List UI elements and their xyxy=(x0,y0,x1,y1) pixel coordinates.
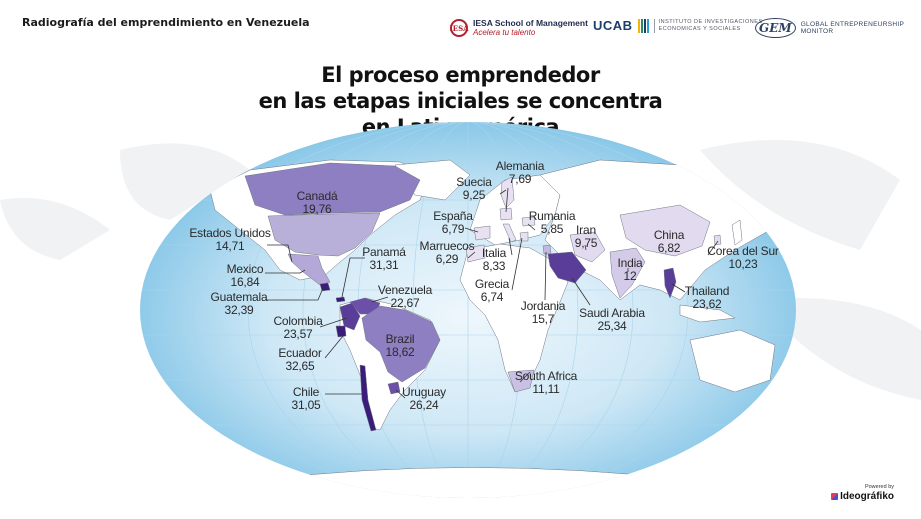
label-ecuador: Ecuador 32,65 xyxy=(278,346,322,373)
leader-mexico xyxy=(265,269,306,274)
powered-by: Powered by xyxy=(864,484,894,490)
iesa-logo: IESA IESA School of Management Acelera t… xyxy=(449,18,588,38)
country-germany xyxy=(499,207,513,221)
label-china: China 6,82 xyxy=(653,228,685,255)
country-iran xyxy=(569,231,606,263)
leader-colombia xyxy=(319,317,348,328)
country-brazil xyxy=(361,305,441,383)
brand-name: Ideográfiko xyxy=(840,491,894,502)
country-india xyxy=(609,247,646,299)
ucab-name: UCAB xyxy=(593,18,633,33)
leader-jordania xyxy=(544,251,547,301)
iesa-tagline: Acelera tu talento xyxy=(473,28,536,37)
label-colombia: Colombia 23,57 xyxy=(273,314,323,341)
country-greece xyxy=(519,231,529,242)
leader-south-africa xyxy=(519,371,531,383)
label-marruecos: Marruecos 6,29 xyxy=(419,239,475,266)
leader-uruguay xyxy=(395,389,406,399)
country-canada xyxy=(244,162,421,216)
label-uruguay: Uruguay 26,24 xyxy=(402,385,446,412)
label-italia: Italia 8,33 xyxy=(481,246,507,273)
iesa-name: IESA School of Management xyxy=(473,18,588,28)
ideografiko-icon xyxy=(831,493,839,500)
leader-grecia xyxy=(511,237,523,291)
country-ecuador xyxy=(335,325,347,338)
leader-guatemala xyxy=(265,287,324,301)
label-grecia: Grecia 6,74 xyxy=(474,277,510,304)
land-masses xyxy=(209,159,791,498)
label-corea-del-sur: Corea del Sur 10,23 xyxy=(707,244,779,271)
country-italy xyxy=(502,223,517,243)
label-panama: Panamá 31,31 xyxy=(362,245,406,272)
country-chile xyxy=(359,364,377,432)
label-estados-unidos: Estados Unidos 14,71 xyxy=(189,226,271,253)
label-guatemala: Guatemala 32,39 xyxy=(210,290,268,317)
report-title: Radiografía del emprendimiento en Venezu… xyxy=(22,16,310,29)
label-south-africa: South Africa 11,11 xyxy=(514,369,578,396)
country-panama xyxy=(335,296,346,303)
label-iran: Iran 9,75 xyxy=(574,223,598,250)
background-land xyxy=(0,140,921,400)
country-usa xyxy=(267,212,381,257)
headline-line2: en las etapas iniciales se concentra xyxy=(258,89,663,113)
label-thailand: Thailand 23,62 xyxy=(684,284,730,311)
leader-marruecos xyxy=(467,251,476,259)
label-india: India 12 xyxy=(617,256,643,283)
leader-italia xyxy=(508,237,513,256)
country-south-korea xyxy=(713,234,722,246)
ucab-bars-icon xyxy=(637,18,649,33)
leader-espana xyxy=(464,227,479,233)
leader-iran xyxy=(584,244,587,251)
leader-panama xyxy=(341,257,365,298)
ucab-logo: UCAB INSTITUTO DE INVESTIGACIONES ECONOM… xyxy=(593,18,763,33)
brand-logo: Ideográfiko xyxy=(831,491,894,502)
gem-logo: GEM GLOBAL ENTREPRENEURSHIP MONITOR xyxy=(755,18,921,38)
headline-line1: El proceso emprendedor xyxy=(321,63,600,87)
leader-ecuador xyxy=(324,335,344,359)
ucab-institute-line1: INSTITUTO DE INVESTIGACIONES xyxy=(658,18,763,25)
country-china xyxy=(619,204,711,257)
leader-saudi-arabia xyxy=(571,277,591,306)
leader-thailand xyxy=(671,283,686,293)
country-spain xyxy=(473,225,491,241)
country-colombia xyxy=(339,302,361,331)
gem-name: GLOBAL ENTREPRENEURSHIP MONITOR xyxy=(800,21,905,35)
leader-suecia xyxy=(499,189,507,195)
label-venezuela: Venezuela 22,67 xyxy=(377,283,433,310)
label-chile: Chile 31,05 xyxy=(291,385,321,412)
leader-rumania xyxy=(527,223,536,231)
label-espana: España 6,79 xyxy=(433,209,473,236)
ucab-institute-line2: ECONOMICAS Y SOCIALES xyxy=(658,25,741,32)
top-bar: Radiografía del emprendimiento en Venezu… xyxy=(0,0,921,50)
country-thailand xyxy=(663,267,677,299)
leader-alemania xyxy=(505,187,509,213)
country-morocco xyxy=(465,244,486,263)
label-rumania: Rumania 5,85 xyxy=(528,209,576,236)
country-guatemala xyxy=(319,282,331,292)
gem-mark: GEM xyxy=(755,18,796,38)
iesa-emblem-icon: IESA xyxy=(449,19,469,37)
country-jordan xyxy=(542,244,552,255)
leader-estados-unidos xyxy=(267,244,293,263)
label-jordania: Jordania 15,7 xyxy=(520,299,566,326)
label-brazil: Brazil 18,62 xyxy=(385,332,415,359)
label-mexico: Mexico 16,84 xyxy=(226,262,264,289)
leader-lines xyxy=(265,187,719,399)
label-saudi-arabia: Saudi Arabia 25,34 xyxy=(579,306,645,333)
label-alemania: Alemania 7,69 xyxy=(495,159,545,186)
country-romania xyxy=(521,216,536,227)
label-suecia: Suecia 9,25 xyxy=(456,175,492,202)
leader-corea xyxy=(707,240,719,256)
leader-venezuela xyxy=(371,296,389,303)
label-canada: Canadá 19,76 xyxy=(296,189,338,216)
